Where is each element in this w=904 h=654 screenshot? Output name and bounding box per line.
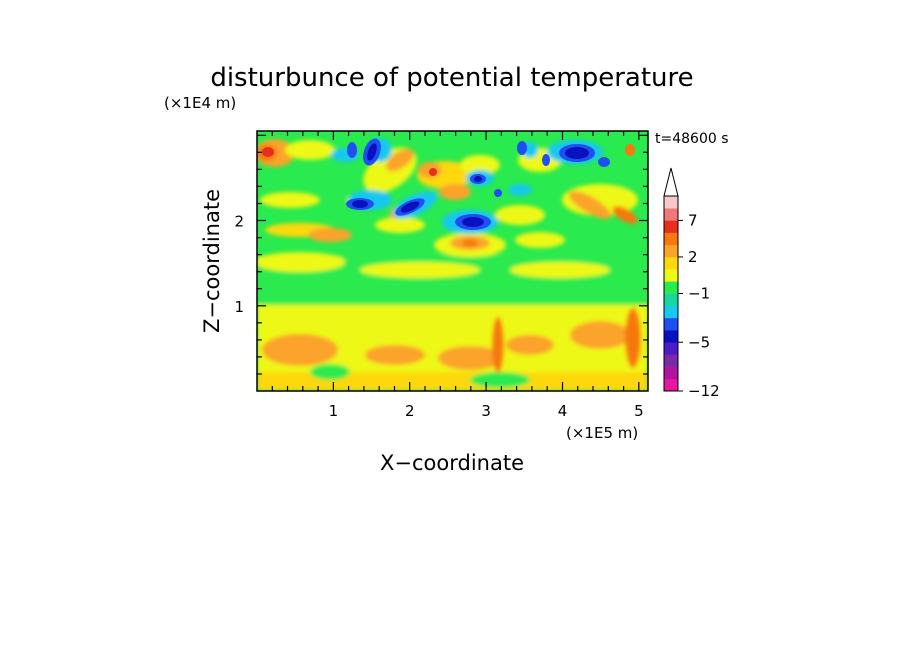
- x-tick-label: 2: [405, 402, 415, 420]
- colorbar-swatch: [664, 281, 678, 294]
- colorbar-swatch: [664, 317, 678, 331]
- x-unit-label: (×1E5 m): [566, 424, 638, 442]
- colorbar-swatch: [664, 354, 678, 367]
- yellow-streak: [360, 262, 480, 278]
- yellow-streak: [510, 262, 610, 278]
- blue-cell: [542, 154, 550, 166]
- orange-wave: [386, 148, 414, 172]
- red-cell: [429, 168, 437, 176]
- blue-cell: [565, 147, 589, 159]
- colorbar-swatch: [664, 366, 678, 380]
- y-tick-marks: [257, 134, 648, 375]
- colorbar-swatch: [664, 196, 678, 209]
- blue-cell: [474, 176, 482, 182]
- plot-frame: [256, 130, 649, 392]
- orange-patch: [570, 321, 630, 349]
- colorbar-swatch: [664, 378, 678, 392]
- blue-cell: [462, 217, 484, 227]
- x-tick-marks: [271, 131, 640, 391]
- orange-plume: [625, 308, 641, 368]
- colorbar-swatch: [664, 256, 678, 270]
- blue-cell: [352, 200, 368, 208]
- y-tick-label: 1: [234, 298, 244, 316]
- colorbar-swatch: [664, 293, 678, 306]
- x-tick-label: 4: [558, 402, 568, 420]
- red-cell: [625, 144, 635, 156]
- green-patch: [470, 372, 530, 388]
- orange-wave: [439, 184, 471, 200]
- colorbar-tick-label: 7: [688, 211, 698, 229]
- orange-patch: [308, 228, 352, 242]
- colorbar-swatch: [664, 220, 678, 233]
- band-bottom-edge: [257, 372, 648, 391]
- orange-plume: [492, 317, 504, 373]
- colorbar-swatch: [664, 342, 678, 355]
- contour-field: [257, 131, 648, 391]
- colorbar-swatch: [664, 208, 678, 221]
- blue-cell: [517, 141, 527, 155]
- colorbar-tick-label: −5: [688, 333, 710, 351]
- blue-cell: [598, 157, 610, 167]
- orange-patch: [262, 334, 338, 366]
- colorbar-tick-label: 2: [688, 248, 698, 266]
- red-wave: [462, 239, 478, 247]
- x-tick-label: 5: [634, 402, 644, 420]
- orange-wave: [612, 206, 638, 224]
- yellow-streak: [257, 252, 345, 272]
- yellow-patch: [260, 192, 320, 208]
- chart-title: disturbunce of potential temperature: [210, 63, 693, 93]
- orange-patch: [365, 345, 425, 365]
- x-axis-label: X−coordinate: [380, 451, 524, 475]
- y-axis-label: Z−coordinate: [200, 189, 224, 333]
- colorbar: 7 2 −1 −5 −12: [663, 167, 720, 400]
- x-tick-label: 1: [329, 402, 339, 420]
- y-unit-label: (×1E4 m): [164, 94, 236, 112]
- orange-wave: [568, 191, 612, 219]
- x-tick-labels: 1 2 3 4 5: [329, 402, 644, 420]
- orange-patch: [506, 335, 554, 355]
- green-patch: [310, 364, 350, 380]
- colorbar-tick-label: −1: [688, 285, 710, 303]
- colorbar-swatch: [664, 269, 678, 282]
- blue-cell: [494, 189, 502, 197]
- colorbar-swatch: [664, 330, 678, 343]
- y-tick-labels: 12: [234, 213, 244, 316]
- time-label: t=48600 s: [655, 131, 729, 147]
- yellow-patch: [285, 140, 335, 160]
- yellow-wave: [495, 205, 545, 225]
- colorbar-swatch: [664, 232, 678, 246]
- colorbar-swatch: [664, 244, 678, 258]
- yellow-wave: [460, 155, 500, 175]
- blue-cell: [400, 201, 420, 213]
- blue-cell: [347, 142, 357, 158]
- orange-patch: [438, 346, 502, 370]
- cyan-wave: [508, 184, 532, 196]
- colorbar-swatch: [664, 305, 678, 319]
- x-tick-label: 3: [481, 402, 491, 420]
- yellow-wave: [375, 217, 425, 233]
- yellow-wave: [515, 232, 565, 248]
- colorbar-tick-label: −12: [688, 382, 720, 400]
- red-cell: [262, 147, 274, 157]
- colorbar-extend-arrow: [663, 167, 679, 197]
- blue-cell: [367, 143, 377, 161]
- y-tick-label: 2: [234, 213, 244, 231]
